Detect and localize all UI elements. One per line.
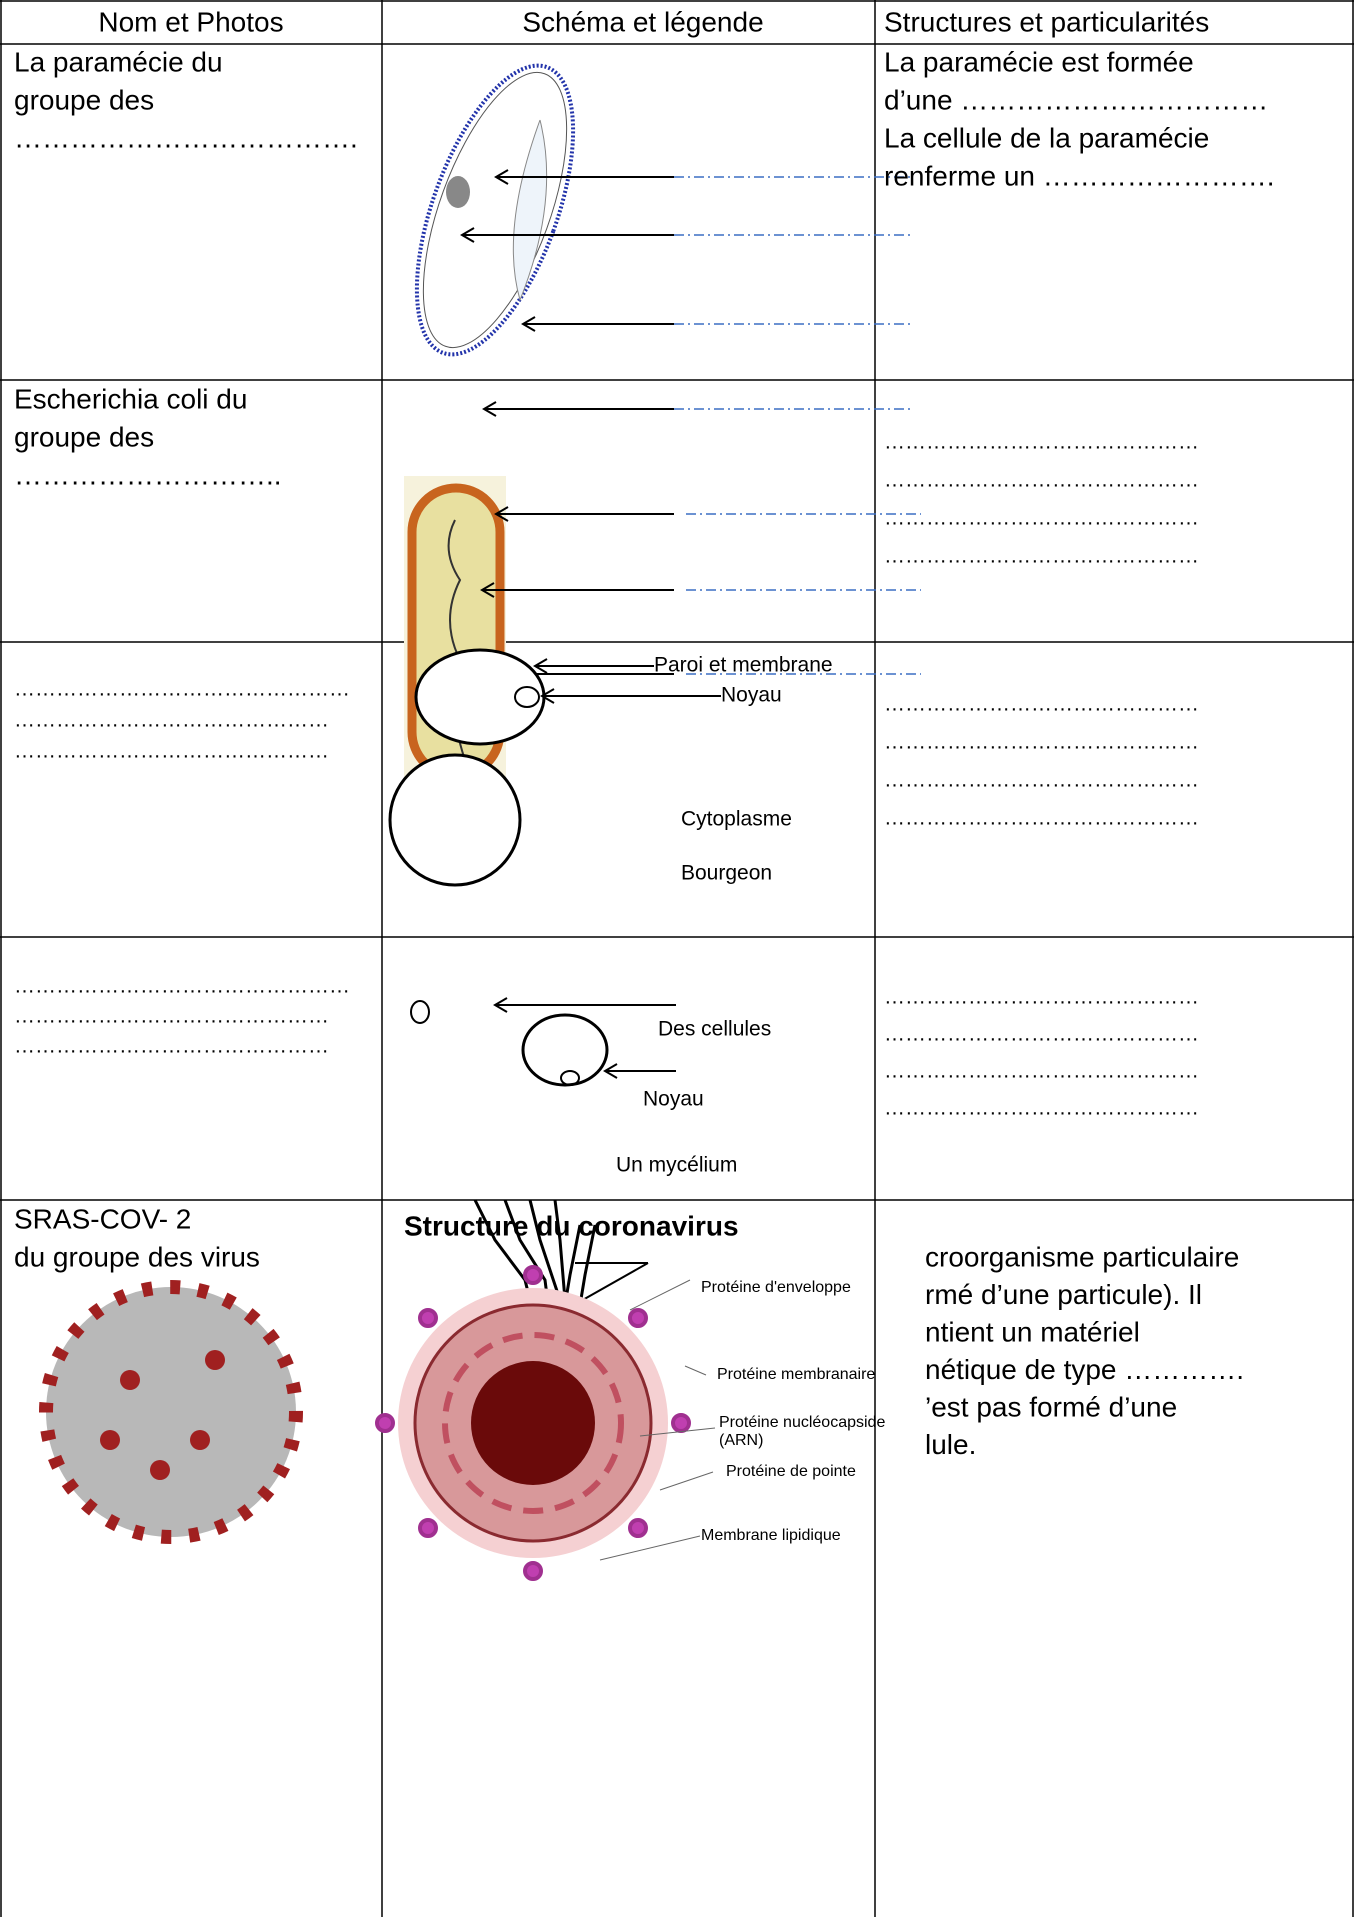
- structure-text: ………………………………………: [884, 1060, 1199, 1083]
- structure-text: lule.: [925, 1429, 976, 1460]
- coronavirus-drawing: [375, 1265, 716, 1581]
- structure-text: La cellule de la paramécie: [884, 122, 1209, 153]
- structure-text: ………………………………………: [884, 986, 1199, 1009]
- structure-text: ntient un matériel: [925, 1316, 1140, 1347]
- structure-text: renferme un …………………….: [884, 160, 1275, 191]
- yeast-drawing: [388, 648, 721, 1087]
- legend-label: Paroi et membrane: [654, 654, 833, 677]
- structure-text: ………………………………………: [884, 507, 1199, 530]
- legend-label: Des cellules: [658, 1018, 771, 1041]
- structure-text: ………………………………………: [884, 1097, 1199, 1120]
- column-header: Schéma et légende: [522, 6, 763, 37]
- legend-label: Protéine de pointe: [726, 1463, 856, 1480]
- legend-label: Noyau: [721, 684, 782, 707]
- name-text: du groupe des virus: [14, 1241, 260, 1272]
- structure-text: ………………………………………: [884, 769, 1199, 792]
- name-text: ………………………………………: [14, 1035, 329, 1058]
- legend-label: Noyau: [643, 1088, 704, 1111]
- structure-text: ………………………………………: [884, 469, 1199, 492]
- legend-label: Protéine d'enveloppe: [701, 1279, 851, 1296]
- column-header: Structures et particularités: [884, 6, 1209, 37]
- structure-text: ………………………………………: [884, 693, 1199, 716]
- paramecium-drawing: [414, 63, 912, 417]
- structure-text: ………………………………………: [884, 731, 1199, 754]
- name-text: ……………………………….: [14, 122, 358, 153]
- name-text: …………………………………………: [14, 975, 350, 998]
- name-text: La paramécie du: [14, 46, 223, 77]
- name-text: ………………………………………: [14, 709, 329, 732]
- structure-text: croorganisme particulaire: [925, 1241, 1239, 1272]
- structure-text: ’est pas formé d’une: [925, 1391, 1177, 1422]
- legend-label: Structure du coronavirus: [404, 1210, 739, 1241]
- virus-photo: [39, 1280, 303, 1544]
- legend-label: Cytoplasme: [681, 808, 792, 831]
- legend-label: Protéine nucléocapside: [719, 1414, 885, 1431]
- legend-label: Bourgeon: [681, 862, 772, 885]
- structure-text: ………………………………………: [884, 431, 1199, 454]
- legend-label: Membrane lipidique: [701, 1527, 841, 1544]
- structure-text: rmé d’une particule). Il: [925, 1279, 1202, 1310]
- name-text: ………………………..: [14, 459, 282, 490]
- name-text: ………………………………………: [14, 740, 329, 763]
- name-text: groupe des: [14, 421, 154, 452]
- structure-text: ………………………………………: [884, 807, 1199, 830]
- structure-text: ………………………………………: [884, 1023, 1199, 1046]
- structure-text: La paramécie est formée: [884, 46, 1194, 77]
- name-text: SRAS-COV- 2: [14, 1203, 191, 1234]
- name-text: Escherichia coli du: [14, 383, 247, 414]
- legend-label: Protéine membranaire: [717, 1366, 875, 1383]
- legend-label: Un mycélium: [616, 1154, 737, 1177]
- name-text: ………………………………………: [14, 1005, 329, 1028]
- name-text: groupe des: [14, 84, 154, 115]
- structure-text: d’une ……………………………: [884, 84, 1268, 115]
- legend-label: (ARN): [719, 1432, 763, 1449]
- name-text: …………………………………………: [14, 678, 350, 701]
- structure-text: ………………………………………: [884, 545, 1199, 568]
- structure-text: nétique de type ………….: [925, 1354, 1244, 1385]
- column-header: Nom et Photos: [98, 6, 283, 37]
